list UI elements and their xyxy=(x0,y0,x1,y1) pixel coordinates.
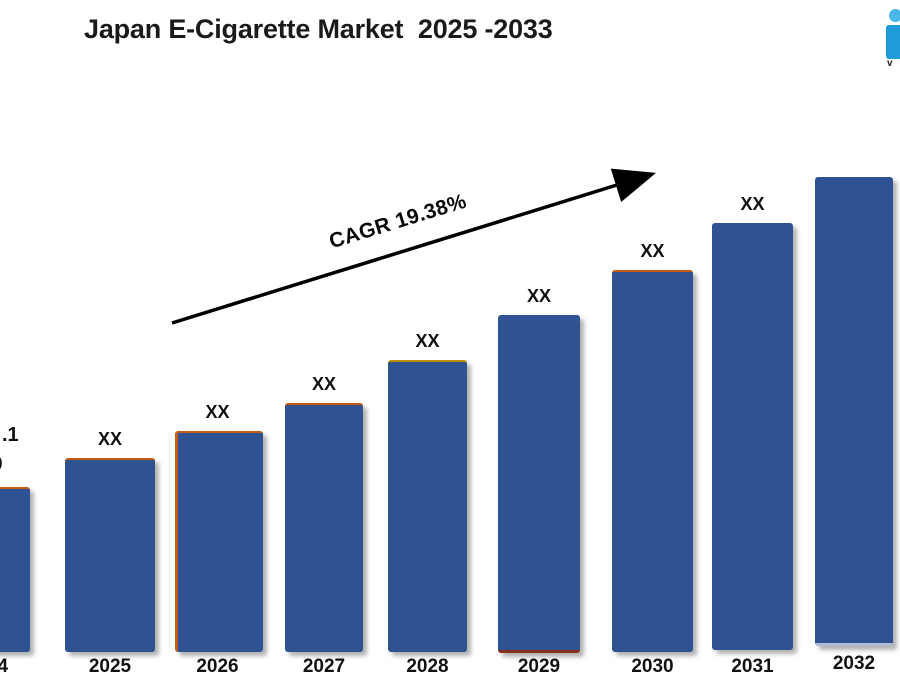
logo-mark-icon xyxy=(886,25,900,59)
category-label-2032: 2032 xyxy=(832,653,876,674)
value-label-2028: XX xyxy=(415,331,440,351)
category-label-2031: 2031 xyxy=(731,656,774,677)
bar-2031 xyxy=(712,223,793,650)
value-label-2031: XX xyxy=(740,194,765,214)
chart-title: Japan E-Cigarette Market 2025 -2033 xyxy=(84,14,553,44)
bar-2032 xyxy=(815,177,893,646)
bar-2026 xyxy=(175,431,263,652)
category-label-2030: 2030 xyxy=(631,656,674,677)
value-label-2027: XX xyxy=(311,374,336,394)
bar-2029 xyxy=(498,315,580,653)
bar-2027 xyxy=(285,403,363,652)
value-label-2025: XX xyxy=(97,429,122,449)
logo-dot-icon xyxy=(889,9,900,22)
value-label-2029: XX xyxy=(526,286,551,306)
partial-value-label-line1: .1 xyxy=(2,424,19,446)
category-label-2027: 2027 xyxy=(302,656,346,677)
bar-2030 xyxy=(612,270,693,652)
partial-value-label-line2: 0 xyxy=(0,454,3,476)
bar-2025 xyxy=(65,458,155,652)
category-label-2024: 2024 xyxy=(0,656,9,677)
value-label-2030: XX xyxy=(640,241,665,261)
category-label-2025: 2025 xyxy=(88,656,132,677)
category-label-2026: 2026 xyxy=(196,656,239,677)
category-label-2029: 2029 xyxy=(517,656,561,677)
cagr-label: CAGR 19.38% xyxy=(326,189,470,254)
bar-2028 xyxy=(388,360,467,652)
category-label-2028: 2028 xyxy=(406,656,449,677)
logo-partial-text: v xyxy=(887,58,893,69)
value-label-2026: XX xyxy=(205,402,230,422)
bar-2024 xyxy=(0,487,30,652)
